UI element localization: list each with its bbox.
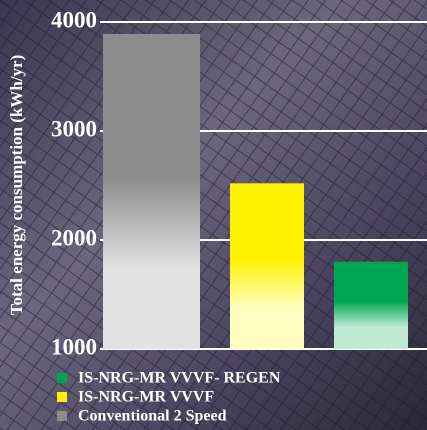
y-tick-label: 2000 [51, 225, 97, 250]
legend-swatch [57, 392, 67, 402]
legend-swatch [57, 373, 67, 383]
bar [103, 33, 200, 350]
y-tick-label: 4000 [51, 7, 97, 32]
y-tick-label: 1000 [51, 334, 97, 359]
legend-label: Conventional 2 Speed [78, 408, 227, 425]
bar [334, 261, 408, 349]
legend-swatch [57, 411, 67, 421]
legend-label: IS-NRG-MR VVVF- REGEN [78, 370, 281, 387]
legend-label: IS-NRG-MR VVVF [78, 389, 214, 406]
y-tick-label: 3000 [51, 116, 97, 141]
y-axis-label: Total energy consumption (kWh/yr) [7, 55, 26, 316]
bar [230, 183, 304, 349]
